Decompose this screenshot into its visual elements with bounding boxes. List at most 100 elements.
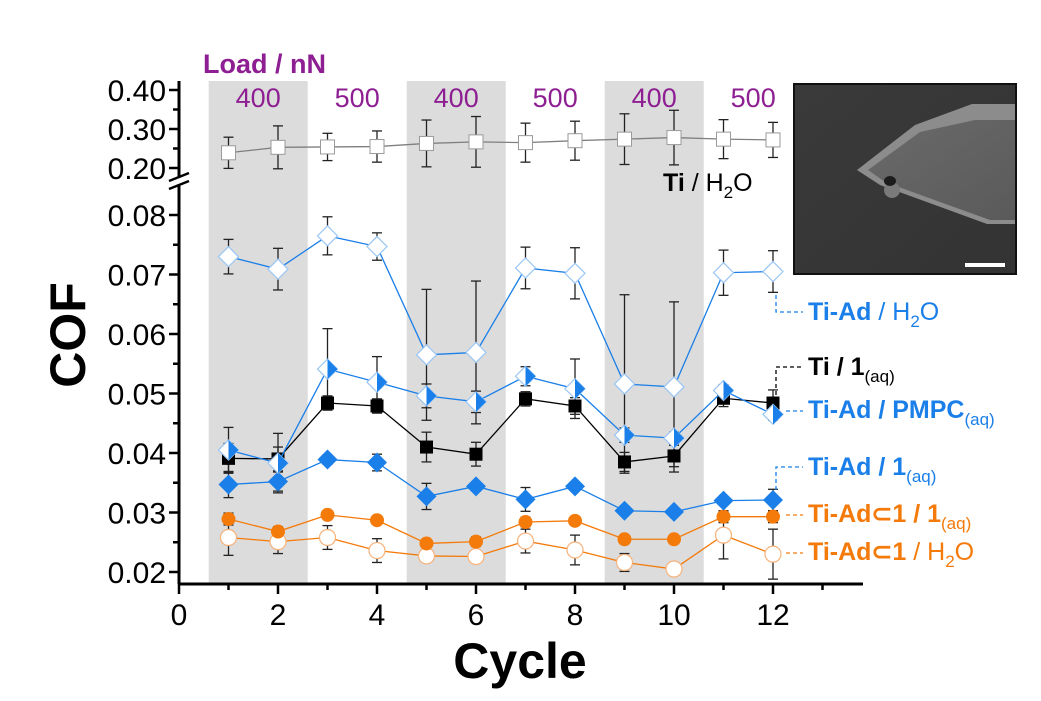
tick-labels: 0 2 4 6 8 10 12 0.02 0.03 0.04 0.05 0.06 0.07 0.08 0.2…: [108, 75, 790, 632]
data-point: [217, 439, 240, 461]
data-point: [614, 500, 635, 521]
y-tick-label: 0.40: [108, 75, 166, 108]
legend-sub: (aq): [941, 514, 971, 533]
legend-sub: 2: [910, 312, 919, 331]
data-point: [566, 541, 584, 559]
legend-sub: (aq): [865, 367, 895, 386]
series-tiad1-h2o: [219, 526, 782, 578]
data-point: [518, 135, 533, 151]
load-label: 500: [335, 83, 380, 113]
data-point: [764, 545, 782, 563]
data-point: [568, 513, 582, 528]
data-point: [316, 224, 339, 247]
legend-bold: Ti-Ad: [808, 298, 871, 326]
series-tiad-1: [218, 449, 783, 522]
data-point: [564, 377, 586, 400]
marker-half-fill: [377, 372, 387, 393]
marker-half-fill: [773, 404, 783, 425]
x-tick-label: 12: [756, 599, 789, 632]
data-point: [415, 385, 438, 407]
data-point: [466, 476, 486, 497]
data-point: [468, 134, 484, 150]
data-point: [370, 399, 384, 413]
data-point: [366, 235, 388, 258]
y-tick-label: 0.08: [108, 200, 166, 233]
cantilever-body: [868, 120, 1015, 220]
marker-half-fill: [723, 380, 734, 401]
legend-rest: / H: [685, 169, 724, 197]
data-point: [465, 341, 487, 364]
load-label: 400: [632, 83, 677, 113]
legend-item-tiad1-h2o: Ti-Ad⊂1 / H2O: [786, 538, 974, 571]
legend-tail: O: [920, 298, 939, 326]
data-point: [416, 486, 437, 507]
data-point: [766, 396, 780, 410]
data-point: [667, 532, 681, 547]
data-point: [268, 471, 288, 492]
data-point: [368, 541, 386, 560]
data-point: [766, 509, 780, 524]
marker-half-fill: [228, 440, 239, 461]
data-point: [317, 449, 338, 470]
legend-item-tiad1-1: Ti-Ad⊂1 / 1(aq): [786, 500, 971, 533]
data-point: [320, 507, 335, 522]
x-tick-label: 10: [657, 599, 690, 632]
data-point: [713, 490, 734, 511]
legend-item-ti-h2o: Ti / H2O: [663, 169, 753, 202]
data-point: [320, 139, 335, 155]
data-point: [617, 532, 632, 547]
marker-half-fill: [278, 453, 288, 474]
load-label: 400: [434, 83, 479, 113]
legend-rest: / H: [871, 298, 910, 326]
data-point: [518, 515, 533, 530]
data-point: [369, 139, 385, 155]
y-tick-label: 0.04: [108, 438, 166, 471]
legend-bold: Ti: [663, 169, 685, 197]
data-point: [221, 145, 236, 161]
axis-break-mark: [168, 171, 190, 183]
data-point: [514, 257, 537, 279]
legend-tail: O: [955, 538, 974, 566]
x-tick-label: 8: [567, 599, 584, 632]
data-point: [218, 474, 239, 495]
data-point: [663, 376, 685, 398]
series-ti-h2o: [221, 130, 781, 161]
legend-label: Ti-Ad / 1(aq): [808, 453, 936, 486]
data-point: [267, 452, 289, 474]
legend-leader: [775, 295, 803, 313]
data-point: [465, 390, 487, 413]
y-tick-label: 0.07: [108, 260, 166, 293]
legend-sub: 2: [724, 183, 733, 202]
marker-half-fill: [327, 359, 338, 380]
y-tick-label: 0.20: [108, 153, 166, 186]
y-tick-label: 0.06: [108, 319, 166, 352]
data-point: [469, 447, 483, 461]
colloidal-probe: [884, 182, 900, 198]
data-point: [567, 133, 583, 149]
data-point: [221, 512, 236, 527]
data-point: [565, 476, 585, 497]
data-point: [467, 547, 485, 566]
legend-bold: Ti / 1: [808, 353, 865, 381]
marker-half-fill: [624, 425, 635, 446]
data-point: [716, 509, 731, 524]
x-tick-label: 0: [171, 599, 188, 632]
series-line: [228, 368, 774, 464]
series-tiad1-1: [221, 507, 780, 551]
axes: [168, 81, 863, 594]
legend-label: Ti / 1(aq): [808, 353, 895, 386]
series-line: [228, 397, 774, 463]
legend-leader: [775, 466, 803, 490]
data-point: [271, 524, 285, 539]
load-label: 500: [533, 83, 578, 113]
legend-sub: 2: [945, 552, 954, 571]
marker-half-fill: [674, 428, 684, 449]
x-tick-label: 4: [369, 599, 386, 632]
data-point: [765, 132, 781, 148]
data-point: [663, 427, 685, 449]
series-tiad-pmpc: [217, 358, 784, 474]
series-tiad-h2o: [217, 224, 784, 398]
data-point: [667, 449, 681, 463]
data-point: [519, 392, 532, 406]
